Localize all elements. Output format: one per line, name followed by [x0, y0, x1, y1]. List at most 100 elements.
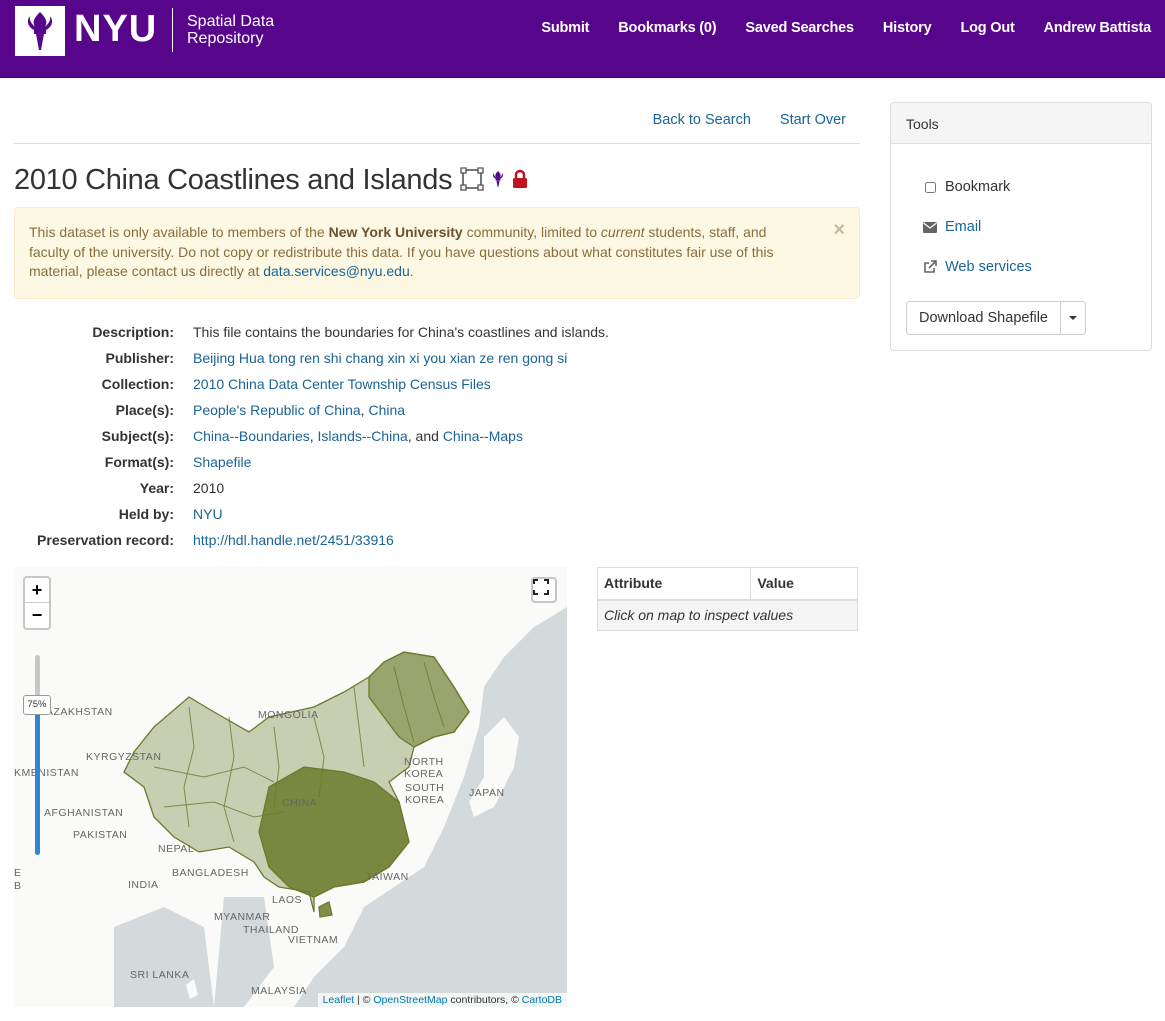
metadata-row-format: Format(s): Shapefile: [14, 449, 860, 475]
bookmark-checkbox[interactable]: [924, 181, 936, 193]
map-label-myanmar: MYANMAR: [214, 911, 271, 923]
alert-close-button[interactable]: ×: [833, 219, 845, 241]
format-label: Format(s):: [104, 454, 174, 470]
map-viewer[interactable]: AZAKHSTAN MONGOLIA KYRGYZSTAN KMENISTAN …: [14, 567, 567, 1007]
opacity-slider[interactable]: [35, 655, 40, 855]
map-label-afghanistan: AFGHANISTAN: [44, 807, 124, 819]
map-label-north-korea: NORTH KOREA: [404, 756, 444, 780]
map-label-taiwan: TAIWAN: [366, 871, 409, 883]
subject-link-maps[interactable]: China--Maps: [442, 428, 523, 444]
alert-email-link[interactable]: data.services@nyu.edu: [263, 263, 410, 279]
held-by-link[interactable]: NYU: [193, 506, 223, 522]
map-label-vietnam: VIETNAM: [288, 934, 339, 946]
page-title: 2010 China Coastlines and Islands: [14, 164, 453, 196]
attribute-column-header: Attribute: [596, 567, 752, 601]
zoom-in-button[interactable]: +: [25, 578, 49, 603]
map-label-mongolia: MONGOLIA: [258, 709, 319, 721]
year-value: 2010: [193, 480, 225, 496]
download-button-group: Download Shapefile: [906, 301, 1086, 335]
map-label-nepal: NEPAL: [158, 843, 195, 855]
cartodb-link[interactable]: CartoDB: [521, 994, 562, 1006]
top-navbar: NYU Spatial Data Repository Submit Bookm…: [0, 0, 1165, 78]
subject-link-boundaries[interactable]: China--Boundaries: [193, 428, 310, 444]
publisher-label: Publisher:: [105, 350, 174, 366]
leaflet-link[interactable]: Leaflet: [322, 994, 355, 1006]
metadata-row-collection: Collection: 2010 China Data Center Towns…: [14, 371, 860, 397]
place-link-prc[interactable]: People's Republic of China: [193, 402, 361, 418]
nyu-torch-icon: [491, 168, 505, 193]
attribution-mid: contributors, ©: [447, 994, 522, 1006]
metadata-row-publisher: Publisher: Beijing Hua tong ren shi chan…: [14, 345, 860, 371]
map-label-bangladesh: BANGLADESH: [172, 867, 249, 879]
bookmark-toggle[interactable]: Bookmark: [922, 179, 1010, 195]
polygon-icon: [460, 167, 484, 194]
zoom-control: + −: [23, 576, 51, 630]
map-label-south-korea: SOUTH KOREA: [405, 782, 445, 806]
main-nav: Submit Bookmarks (0) Saved Searches Hist…: [512, 20, 1151, 36]
nav-user[interactable]: Andrew Battista: [1043, 20, 1152, 36]
map-label-thailand: THAILAND: [243, 924, 299, 936]
nav-logout[interactable]: Log Out: [960, 20, 1015, 36]
map-label-pakistan: PAKISTAN: [73, 829, 128, 841]
back-to-search-link[interactable]: Back to Search: [652, 112, 751, 128]
map-label-kazakhstan: AZAKHSTAN: [46, 706, 113, 718]
map-label-malaysia: MALAYSIA: [251, 985, 307, 997]
opacity-slider-handle[interactable]: 75%: [23, 695, 51, 715]
metadata-list: Description: This file contains the boun…: [14, 319, 860, 553]
attribution-sep: | ©: [354, 994, 374, 1006]
collection-label: Collection:: [101, 376, 174, 392]
logo-divider: [172, 8, 173, 52]
nav-history[interactable]: History: [882, 20, 932, 36]
fullscreen-icon: [533, 579, 549, 595]
china-layer[interactable]: [123, 651, 470, 918]
start-over-link[interactable]: Start Over: [779, 112, 846, 128]
email-link[interactable]: Email: [945, 219, 982, 235]
map-label-japan: JAPAN: [469, 787, 505, 799]
place-link-china[interactable]: China: [368, 402, 406, 418]
lock-icon: [512, 169, 528, 192]
email-tool[interactable]: Email: [922, 219, 981, 235]
alert-text-1: This dataset is only available to member…: [29, 224, 329, 240]
nav-submit[interactable]: Submit: [541, 20, 590, 36]
alert-text-4: .: [409, 263, 414, 279]
web-services-tool[interactable]: Web services: [922, 259, 1032, 275]
site-subtitle-line1: Spatial Data: [187, 13, 275, 30]
map-label-laos: LAOS: [272, 894, 303, 906]
subject-link-islands[interactable]: Islands--China: [317, 428, 408, 444]
opacity-slider-fill: [35, 705, 40, 855]
nyu-torch-logo[interactable]: [15, 6, 65, 56]
basemap: [14, 567, 567, 1007]
tools-heading: Tools: [891, 103, 1151, 144]
nav-bookmarks[interactable]: Bookmarks (0): [618, 20, 717, 36]
alert-institution: New York University: [328, 224, 463, 240]
map-label-turkmenistan: KMENISTAN: [14, 767, 79, 779]
restricted-access-alert: This dataset is only available to member…: [14, 207, 860, 299]
envelope-icon: [922, 221, 938, 233]
metadata-row-held-by: Held by: NYU: [14, 501, 860, 527]
value-column-header: Value: [750, 567, 858, 601]
map-label-china: CHINA: [282, 797, 318, 809]
download-shapefile-button[interactable]: Download Shapefile: [907, 302, 1061, 334]
publisher-link[interactable]: Beijing Hua tong ren shi chang xin xi yo…: [193, 350, 568, 366]
tools-panel: Tools Bookmark Email Web services Downlo…: [890, 102, 1152, 351]
download-dropdown-toggle[interactable]: [1061, 302, 1085, 334]
site-subtitle: Spatial Data Repository: [187, 13, 274, 47]
web-services-link[interactable]: Web services: [945, 259, 1032, 275]
search-nav-links: Back to Search Start Over: [624, 112, 846, 128]
metadata-row-subjects: Subject(s): China--Boundaries, Islands--…: [14, 423, 860, 449]
attribute-table: Attribute Value Click on map to inspect …: [596, 567, 858, 631]
fullscreen-button[interactable]: [531, 577, 557, 603]
format-link[interactable]: Shapefile: [193, 454, 252, 470]
metadata-row-preservation: Preservation record: http://hdl.handle.n…: [14, 527, 860, 553]
zoom-out-button[interactable]: −: [31, 605, 43, 625]
preservation-link[interactable]: http://hdl.handle.net/2451/33916: [193, 532, 394, 548]
map-label-edge-b: B: [14, 880, 22, 892]
metadata-row-places: Place(s): People's Republic of China, Ch…: [14, 397, 860, 423]
alert-emphasis: current: [600, 224, 645, 240]
caret-down-icon: [1068, 316, 1077, 320]
osm-link[interactable]: OpenStreetMap: [373, 994, 448, 1006]
attribute-hint: Click on map to inspect values: [597, 599, 858, 631]
logo-wordmark[interactable]: NYU: [74, 8, 158, 50]
collection-link[interactable]: 2010 China Data Center Township Census F…: [193, 376, 491, 392]
nav-saved-searches[interactable]: Saved Searches: [745, 20, 854, 36]
